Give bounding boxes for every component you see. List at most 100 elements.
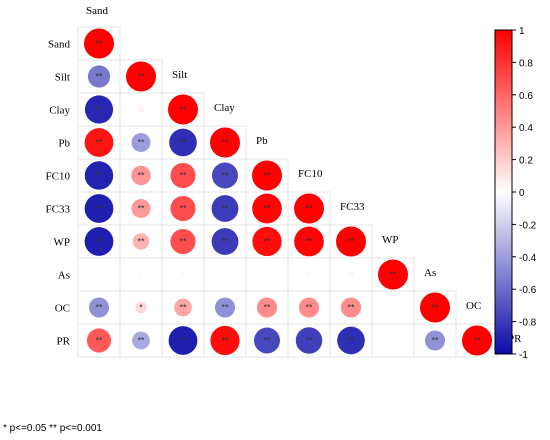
significance-mark: ** <box>179 336 187 346</box>
row-label: Pb <box>58 138 70 150</box>
significance-mark: ** <box>179 171 187 181</box>
correlation-circle <box>424 330 446 351</box>
significance-mark: ** <box>263 237 271 247</box>
diagonal-label: OC <box>466 300 481 312</box>
colorbar-tick-label: 0.2 <box>519 156 533 167</box>
significance-mark: ** <box>221 171 229 181</box>
correlation-circle <box>138 272 144 277</box>
significance-mark: * <box>139 303 143 313</box>
correlation-circle <box>391 306 395 309</box>
significance-mark: ** <box>263 204 271 214</box>
correlation-circle <box>294 193 324 224</box>
correlation-circle <box>174 298 192 317</box>
significance-mark: ** <box>137 336 145 346</box>
diagonal-label: Pb <box>256 135 268 147</box>
correlation-circle <box>87 65 111 88</box>
significance-mark: ** <box>179 303 187 313</box>
correlation-circle <box>211 195 239 222</box>
significance-mark: ** <box>137 171 145 181</box>
significance-mark: ** <box>95 39 103 49</box>
matrix-cells: **** **** **** ** ** **** ** ** ** **** ** ** ** ** **… <box>77 26 499 358</box>
significance-mark: ** <box>305 237 313 247</box>
correlation-circle <box>211 228 239 255</box>
colorbar-tick-label: 0.8 <box>519 58 533 69</box>
correlation-circle <box>306 271 312 278</box>
correlation-circle <box>84 161 114 190</box>
significance-mark: ** <box>95 171 103 181</box>
row-label: FC10 <box>46 171 71 183</box>
correlation-circle <box>340 297 362 318</box>
correlation-circle <box>295 327 323 354</box>
row-label: Silt <box>55 72 70 84</box>
significance-mark: ** <box>389 270 397 280</box>
significance-mark: ** <box>347 303 355 313</box>
significance-mark: ** <box>263 336 271 346</box>
diagonal-label: FC10 <box>298 168 323 180</box>
correlation-circle <box>462 325 492 356</box>
row-label: As <box>58 270 70 282</box>
significance-mark: ** <box>95 138 103 148</box>
significance-mark: ** <box>221 336 229 346</box>
correlation-circle <box>420 292 450 323</box>
significance-mark: ** <box>95 204 103 214</box>
correlation-circle <box>170 228 196 255</box>
significance-mark: ** <box>95 336 103 346</box>
significance-mark: ** <box>137 237 145 247</box>
diagonal-label: Silt <box>172 69 187 81</box>
significance-mark: ** <box>95 237 103 247</box>
matrix-cell <box>119 158 163 193</box>
diagonal-label: Clay <box>214 102 235 114</box>
significance-mark: ** <box>95 72 103 82</box>
correlation-circle <box>168 94 198 125</box>
significance-mark: ** <box>137 204 145 214</box>
row-labels: Sand Silt Clay Pb FC10 FC33 WP As OC PR <box>46 39 71 348</box>
correlation-circle <box>135 301 147 314</box>
colorbar-tick-label: 0.6 <box>519 91 533 102</box>
colorbar-tick-label: 0 <box>519 188 525 199</box>
correlation-circle <box>391 339 395 342</box>
significance-mark: ** <box>305 303 313 313</box>
correlation-circle <box>84 227 114 256</box>
correlation-circle <box>131 165 151 186</box>
row-label: FC33 <box>46 204 71 216</box>
diagonal-label: Sand <box>86 5 109 17</box>
significance-mark: ** <box>431 303 439 313</box>
correlation-circle <box>84 28 114 59</box>
significance-mark: ** <box>263 303 271 313</box>
significance-footnote: * p<=0.05 ** p<=0.001 <box>3 423 102 434</box>
significance-mark: ** <box>305 204 313 214</box>
diagonal-label: As <box>424 267 436 279</box>
correlation-circle <box>170 195 196 222</box>
significance-mark: ** <box>305 336 313 346</box>
correlation-circle <box>131 133 151 152</box>
significance-mark: ** <box>137 138 145 148</box>
correlation-circle <box>169 128 197 157</box>
significance-mark: ** <box>347 237 355 247</box>
colorbar: 1 0.8 0.6 0.4 0.2 0 -0.2 -0.4 -0.6 -0.8 -1 <box>494 26 537 361</box>
correlation-circle <box>84 95 114 124</box>
colorbar-tick-label: -0.6 <box>519 285 537 296</box>
significance-mark: ** <box>95 105 103 115</box>
correlation-circle <box>298 297 320 318</box>
colorbar-tick-label: -0.4 <box>519 253 537 264</box>
colorbar-tick-label: 0.4 <box>519 123 533 134</box>
correlation-circle <box>97 273 101 276</box>
diagonal-label: FC33 <box>340 201 365 213</box>
correlation-circle <box>265 273 269 276</box>
correlation-circle <box>126 61 156 92</box>
row-label: PR <box>57 336 71 348</box>
correlation-circle <box>254 327 280 354</box>
correlation-circle <box>131 199 151 218</box>
correlation-circle <box>84 194 114 223</box>
significance-mark: ** <box>179 138 187 148</box>
significance-mark: ** <box>263 171 271 181</box>
significance-mark: ** <box>95 303 103 313</box>
correlation-circle <box>170 162 196 189</box>
correlation-circle <box>212 162 238 189</box>
correlation-circle <box>88 297 110 318</box>
significance-mark: ** <box>221 303 229 313</box>
colorbar-tick-label: 1 <box>519 26 525 37</box>
correlation-circle <box>252 226 282 257</box>
significance-mark: ** <box>221 138 229 148</box>
